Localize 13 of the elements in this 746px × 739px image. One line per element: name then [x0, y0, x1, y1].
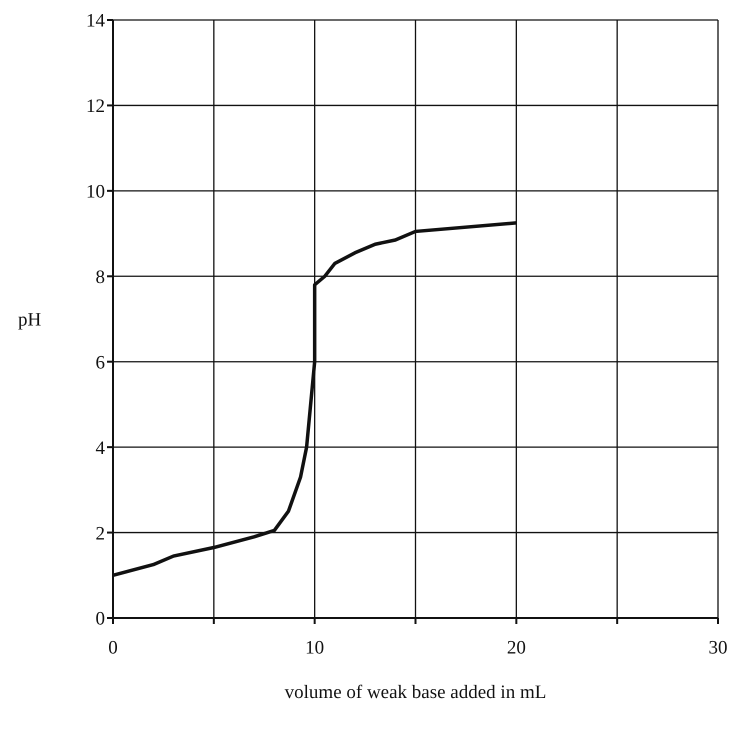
y-axis-title: pH	[18, 310, 42, 331]
y-tick-label: 14	[86, 10, 106, 32]
y-tick-label: 0	[96, 608, 105, 630]
y-tick-label: 6	[96, 352, 105, 374]
y-tick-label: 8	[96, 267, 105, 288]
y-tick-label: 4	[96, 438, 106, 459]
x-tick-label: 10	[305, 637, 324, 658]
y-tick-label: 2	[96, 523, 105, 544]
y-tick-label: 10	[86, 182, 105, 203]
y-tick-label: 12	[86, 96, 105, 118]
x-axis-title: volume of weak base added in mL	[284, 682, 546, 703]
x-tick-label: 30	[708, 637, 728, 658]
x-tick-label: 20	[506, 637, 526, 658]
